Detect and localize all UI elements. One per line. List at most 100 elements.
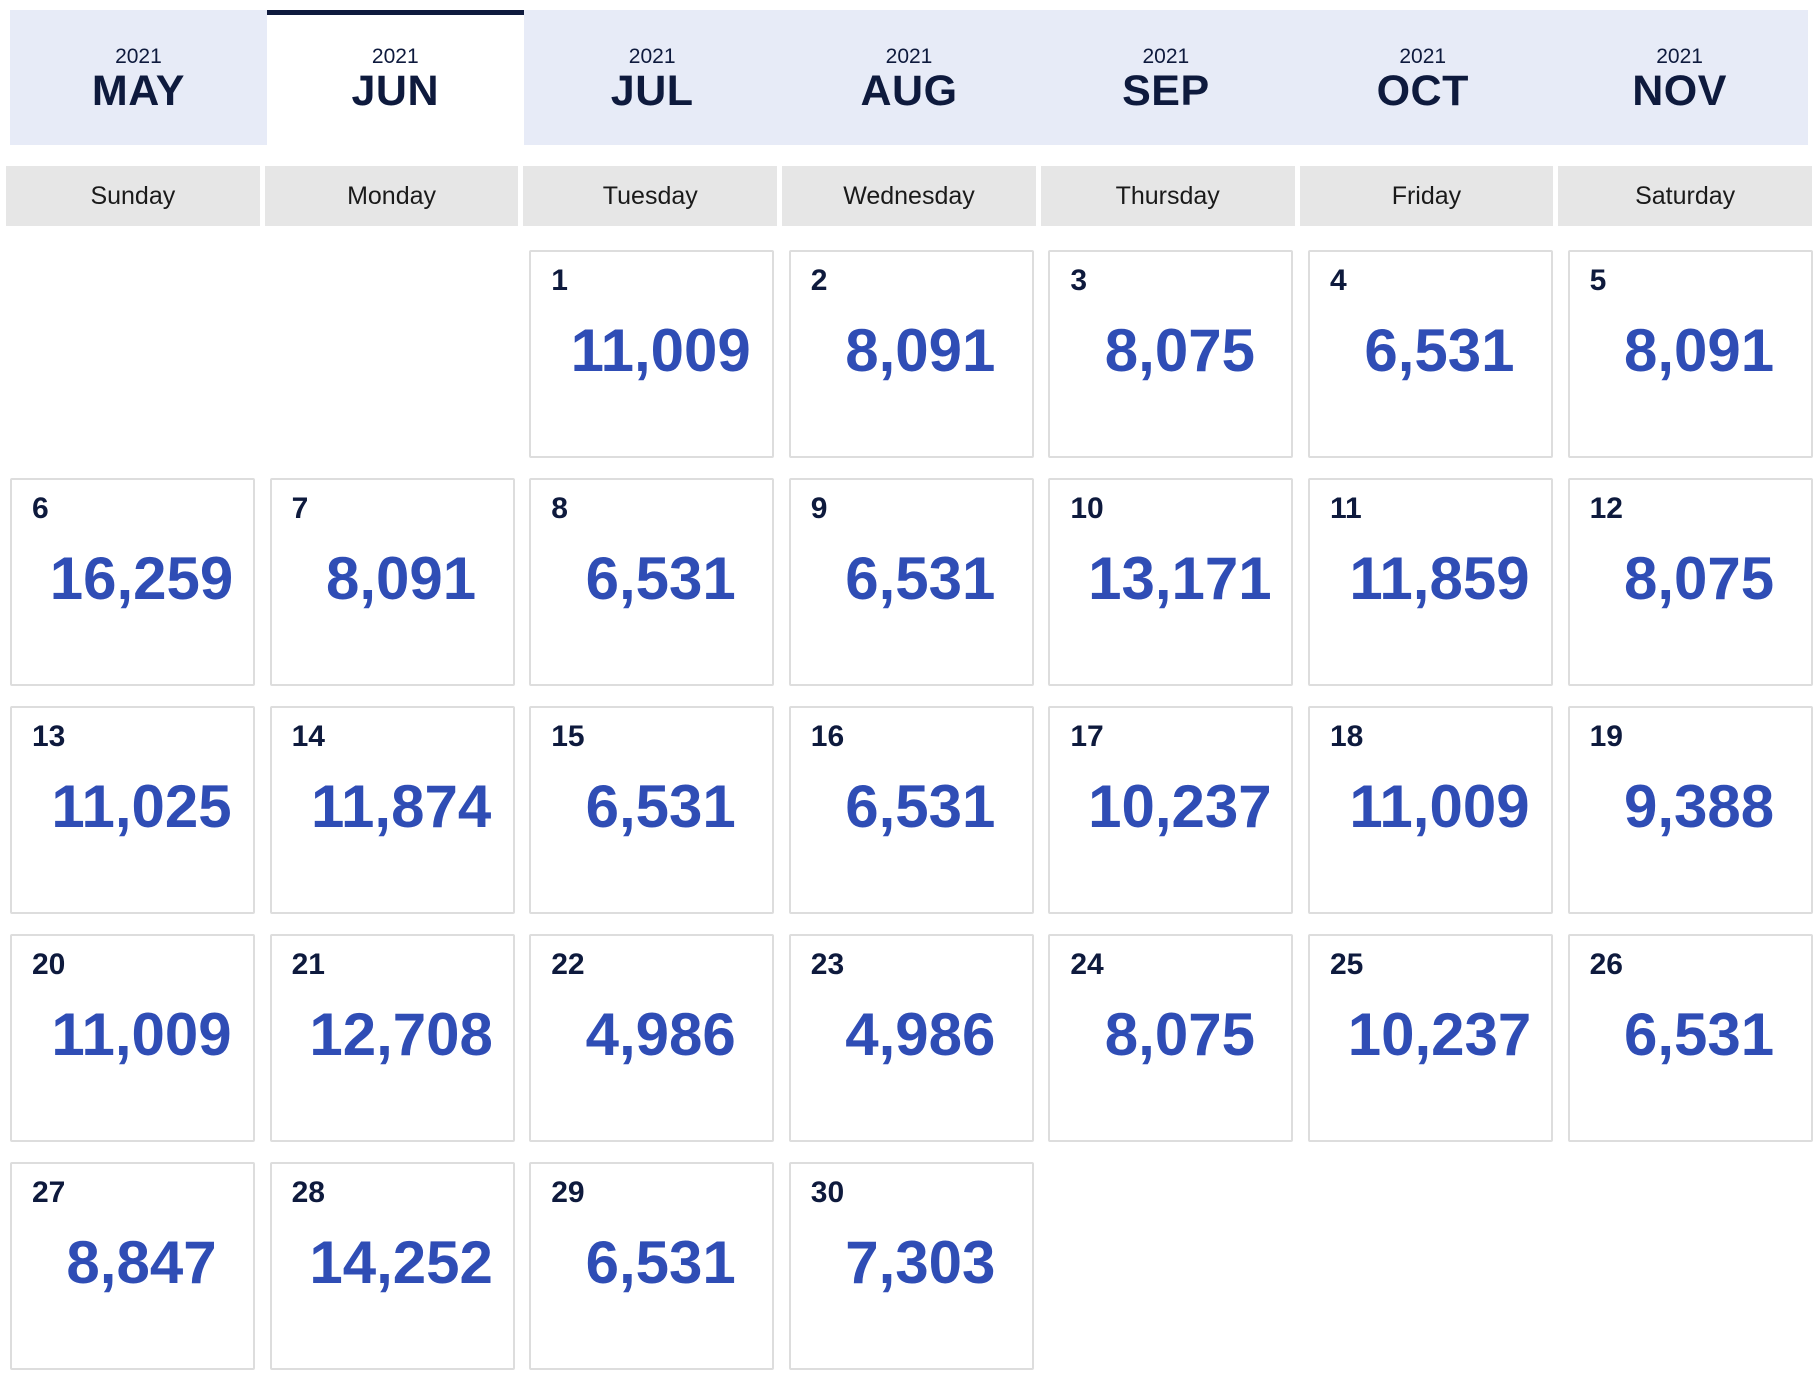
month-tabs: 2021 MAY 2021 JUN 2021 JUL 2021 AUG 2021 SEP 2021 O… — [10, 10, 1808, 145]
day-price: 8,091 — [845, 317, 996, 384]
day-number: 7 — [291, 492, 309, 525]
day-price: 16,259 — [49, 545, 234, 612]
day-cell-11[interactable]: 11 11,859 — [1307, 478, 1553, 686]
day-price: 10,237 — [1347, 1001, 1532, 1068]
month-tab-oct[interactable]: 2021 OCT — [1294, 10, 1551, 145]
day-price: 11,859 — [1349, 545, 1530, 612]
day-price: 11,009 — [570, 317, 751, 384]
day-price: 11,009 — [1349, 773, 1530, 840]
day-number: 8 — [551, 492, 568, 525]
weekday-header-wednesday: Wednesday — [782, 166, 1036, 226]
month-tab-label: JUN — [351, 67, 440, 115]
day-price: 8,091 — [1623, 317, 1775, 384]
day-cell-27[interactable]: 27 8,847 — [10, 1162, 255, 1370]
day-cell-16[interactable]: 16 6,531 — [788, 706, 1034, 914]
month-tab-may[interactable]: 2021 MAY — [10, 10, 267, 145]
day-price: 11,025 — [51, 773, 232, 840]
day-number: 17 — [1070, 720, 1104, 753]
empty-day-cell — [10, 250, 255, 458]
weekday-header: Sunday Monday Tuesday Wednesday Thursday Frid… — [6, 166, 1812, 226]
day-cell-4[interactable]: 4 6,531 — [1307, 250, 1553, 458]
day-cell-25[interactable]: 25 10,237 — [1307, 934, 1553, 1142]
day-number: 23 — [810, 948, 845, 981]
calendar-grid: 1 11,009 2 8,091 3 8,075 4 6,531 5 8,091 6 16,259 7 8… — [10, 250, 1813, 1370]
month-tab-year: 2021 — [628, 45, 676, 68]
weekday-header-tuesday: Tuesday — [523, 166, 778, 226]
day-cell-19[interactable]: 19 9,388 — [1567, 706, 1813, 914]
day-cell-22[interactable]: 22 4,986 — [529, 934, 775, 1142]
day-price: 6,531 — [585, 773, 736, 840]
day-number: 11 — [1329, 492, 1362, 525]
day-price: 6,531 — [1623, 1001, 1775, 1068]
day-cell-1[interactable]: 1 11,009 — [529, 250, 775, 458]
day-cell-6[interactable]: 6 16,259 — [10, 478, 255, 686]
month-tab-year: 2021 — [1399, 45, 1447, 68]
month-tab-sep[interactable]: 2021 SEP — [1037, 10, 1294, 145]
day-cell-13[interactable]: 13 11,025 — [10, 706, 255, 914]
day-price: 8,075 — [1104, 1001, 1255, 1068]
empty-day-cell — [269, 250, 515, 458]
weekday-header-sunday: Sunday — [6, 166, 260, 226]
month-tab-label: AUG — [860, 67, 958, 115]
weekday-header-friday: Friday — [1299, 166, 1554, 226]
day-number: 20 — [32, 948, 66, 981]
day-number: 24 — [1070, 948, 1104, 981]
day-cell-3[interactable]: 3 8,075 — [1048, 250, 1294, 458]
day-number: 19 — [1589, 720, 1623, 753]
day-cell-20[interactable]: 20 11,009 — [10, 934, 255, 1142]
day-price: 8,075 — [1104, 317, 1255, 384]
day-price: 12,708 — [309, 1001, 493, 1068]
weekday-header-thursday: Thursday — [1040, 166, 1295, 226]
day-number: 22 — [551, 948, 585, 981]
day-cell-24[interactable]: 24 8,075 — [1048, 934, 1294, 1142]
day-number: 3 — [1070, 264, 1088, 297]
month-tab-label: JUL — [610, 67, 694, 115]
weekday-header-saturday: Saturday — [1558, 166, 1812, 226]
day-number: 16 — [810, 720, 845, 753]
day-cell-18[interactable]: 18 11,009 — [1307, 706, 1553, 914]
month-tab-year: 2021 — [885, 45, 933, 68]
day-cell-29[interactable]: 29 6,531 — [529, 1162, 775, 1370]
day-price: 8,847 — [66, 1229, 217, 1296]
day-cell-7[interactable]: 7 8,091 — [269, 478, 515, 686]
month-tab-label: SEP — [1122, 67, 1210, 115]
day-price: 6,531 — [1364, 317, 1515, 384]
day-number: 6 — [32, 492, 49, 525]
day-number: 5 — [1589, 264, 1607, 297]
month-tab-jul[interactable]: 2021 JUL — [524, 10, 781, 145]
day-number: 4 — [1329, 264, 1347, 297]
month-tab-jun[interactable]: 2021 JUN — [266, 10, 524, 145]
month-tab-nov[interactable]: 2021 NOV — [1551, 10, 1808, 145]
day-price: 13,171 — [1088, 545, 1272, 612]
day-price: 6,531 — [585, 1229, 736, 1296]
day-cell-21[interactable]: 21 12,708 — [269, 934, 515, 1142]
day-cell-10[interactable]: 10 13,171 — [1048, 478, 1294, 686]
day-cell-17[interactable]: 17 10,237 — [1048, 706, 1294, 914]
day-cell-30[interactable]: 30 7,303 — [788, 1162, 1034, 1370]
day-price: 4,986 — [845, 1001, 996, 1068]
day-cell-23[interactable]: 23 4,986 — [788, 934, 1034, 1142]
day-price: 14,252 — [309, 1229, 493, 1296]
day-price: 7,303 — [845, 1229, 996, 1296]
day-number: 1 — [551, 264, 568, 297]
month-tab-aug[interactable]: 2021 AUG — [781, 10, 1038, 145]
day-cell-5[interactable]: 5 8,091 — [1567, 250, 1813, 458]
day-price: 6,531 — [845, 773, 996, 840]
day-number: 18 — [1329, 720, 1364, 753]
day-cell-12[interactable]: 12 8,075 — [1567, 478, 1813, 686]
day-cell-2[interactable]: 2 8,091 — [788, 250, 1034, 458]
day-number: 26 — [1589, 948, 1623, 981]
day-cell-9[interactable]: 9 6,531 — [788, 478, 1034, 686]
day-number: 9 — [810, 492, 828, 525]
day-cell-26[interactable]: 26 6,531 — [1567, 934, 1813, 1142]
day-cell-15[interactable]: 15 6,531 — [529, 706, 775, 914]
day-price: 6,531 — [845, 545, 996, 612]
day-cell-28[interactable]: 28 14,252 — [269, 1162, 515, 1370]
day-number: 30 — [810, 1176, 845, 1209]
day-price: 8,091 — [326, 545, 477, 612]
month-tab-label: NOV — [1632, 67, 1727, 115]
day-price: 8,075 — [1623, 545, 1775, 612]
day-price: 4,986 — [585, 1001, 736, 1068]
day-cell-8[interactable]: 8 6,531 — [529, 478, 775, 686]
day-cell-14[interactable]: 14 11,874 — [269, 706, 515, 914]
